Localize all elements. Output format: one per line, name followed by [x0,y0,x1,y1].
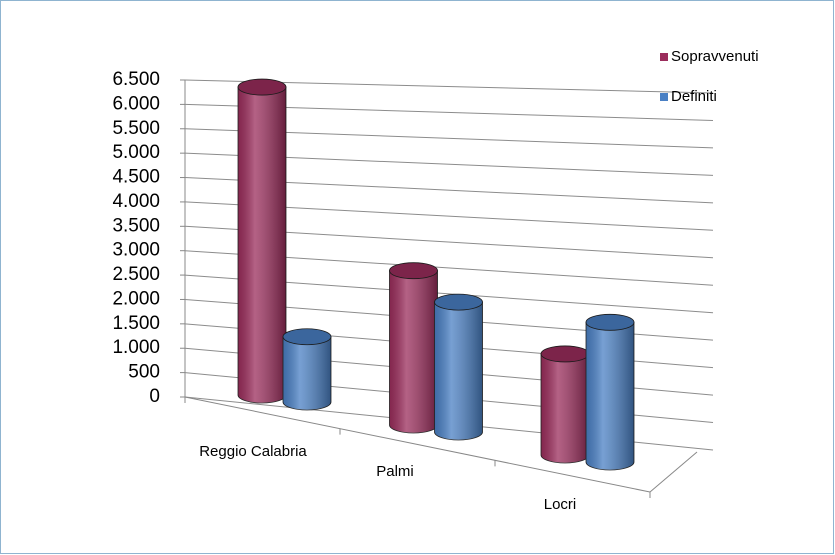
y-tick-label: 1.500 [112,313,160,334]
cylinder-shade [434,302,483,440]
y-tick-label: 0 [149,386,160,407]
legend-label: Definiti [671,88,717,105]
legend-swatch [660,53,668,61]
floor-front [184,396,651,493]
cylinder-shade [389,270,438,433]
x-tick-label: Locri [544,496,577,513]
cylinder-shade [283,336,331,410]
cylinder-top [389,262,438,280]
y-tick-label: 4.000 [112,191,160,212]
y-tick-label: 6.500 [112,69,160,90]
cylinder-top [237,78,287,96]
y-tick-label: 3.500 [112,215,160,236]
y-tick-label: 5.500 [112,118,160,139]
cylinder-shade [586,322,634,470]
cylinder-top [434,293,483,311]
y-tick-label: 2.500 [112,264,160,285]
y-tick-label: 4.500 [112,167,160,188]
y-tick-label: 2.000 [112,288,160,309]
x-tick-label: Reggio Calabria [199,443,307,460]
cylinder-shade [541,353,589,463]
y-tick-label: 5.000 [112,142,160,163]
cylinder-top [282,328,332,346]
y-tick-label: 1.000 [112,337,160,358]
x-tick-label: Palmi [376,463,414,480]
cylinder-top [540,345,590,363]
legend-label: Sopravvenuti [671,48,759,65]
y-tick-label: 6.000 [112,93,160,114]
cylinder-top [585,313,635,331]
y-tick-label: 3.000 [112,240,160,261]
cylinder-shade [238,87,286,404]
legend-swatch [660,93,668,101]
y-tick-label: 500 [128,362,160,383]
floor-side [649,451,698,493]
